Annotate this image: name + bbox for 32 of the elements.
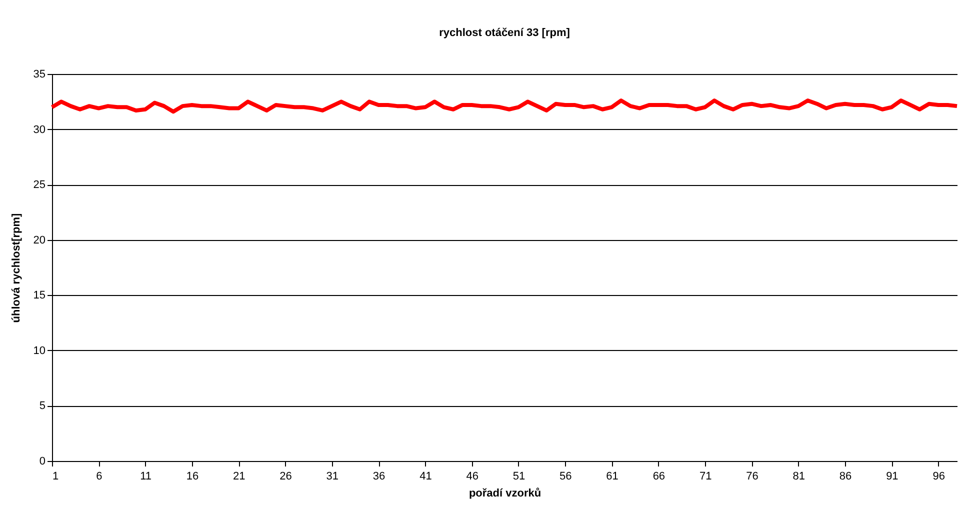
x-tick-label: 51: [512, 470, 526, 482]
x-tick-label: 31: [326, 470, 339, 482]
x-tick-label: 66: [652, 470, 666, 482]
y-tick-label: 5: [39, 400, 46, 412]
y-tick-label: 15: [33, 290, 46, 302]
y-tick-label: 0: [39, 456, 46, 468]
x-tick-label: 36: [372, 470, 386, 482]
x-axis-title: pořadí vzorků: [468, 488, 542, 500]
x-tick-label: 21: [232, 470, 246, 482]
x-tick-label: 56: [560, 470, 572, 482]
y-tick-label: 10: [33, 344, 46, 357]
x-tick-label: 41: [420, 470, 432, 482]
chart-title: rychlost otáčení 33 [rpm]: [439, 27, 570, 39]
y-axis-title: úhlová rychlost[rpm]: [10, 212, 22, 323]
x-tick-label: 1: [52, 470, 59, 482]
x-tick-label: 11: [140, 470, 152, 482]
x-tick-label: 81: [792, 470, 806, 482]
line-series: [50, 98, 959, 114]
x-tick-label: 16: [186, 470, 199, 482]
y-tick-label: 25: [33, 179, 46, 192]
y-tick-label: 20: [33, 234, 46, 246]
x-tick-label: 71: [699, 470, 712, 482]
x-tick-label: 26: [280, 470, 292, 482]
x-tick-label: 46: [466, 470, 478, 482]
x-tick-label: 61: [606, 470, 618, 482]
x-tick-label: 96: [932, 470, 945, 482]
y-tick-label: 30: [33, 124, 46, 136]
x-tick-label: 76: [746, 470, 758, 482]
x-tick-label: 91: [886, 470, 898, 482]
y-tick-label: 35: [33, 68, 46, 80]
x-tick-label: 6: [96, 470, 102, 482]
x-tick-label: 86: [839, 470, 852, 482]
